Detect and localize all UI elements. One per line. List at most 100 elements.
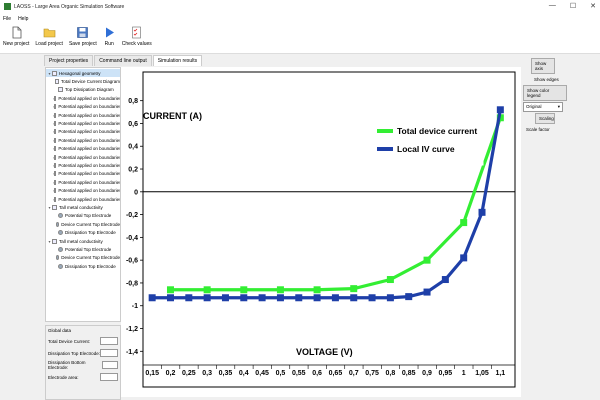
tree-item[interactable]: Potential Top Electrode	[46, 212, 120, 220]
show-axis-button[interactable]: Show axis	[531, 58, 555, 74]
x-tick-label: 0,2	[166, 370, 176, 377]
tab-command-line-output[interactable]: Command line output	[94, 55, 152, 66]
check-values-button[interactable]: Check values	[122, 24, 152, 47]
tree-item[interactable]: Potential Top Electrode	[46, 245, 120, 253]
expand-arrow-icon[interactable]: ▾	[48, 204, 51, 210]
tree-item[interactable]: › Potential applied on boundaries.e	[46, 119, 120, 127]
x-tick-label: 0,65	[329, 370, 343, 377]
total-device-current-field[interactable]	[100, 337, 118, 345]
y-tick-label: 0	[134, 189, 138, 196]
tree-item[interactable]: › Potential applied on boundaries.e	[46, 103, 120, 111]
x-axis-label: VOLTAGE (V)	[296, 347, 353, 357]
tree-item-label: Hexagonal geometry	[59, 70, 101, 76]
close-button[interactable]: ✕	[590, 3, 596, 10]
expand-arrow-icon[interactable]: ›	[53, 121, 54, 126]
data-point	[423, 256, 431, 264]
tree-item[interactable]: › Potential applied on boundaries.e	[46, 161, 120, 169]
data-point	[405, 293, 413, 301]
dissipation-top-field[interactable]	[100, 349, 118, 357]
dissipation-bottom-field[interactable]	[101, 361, 118, 369]
tree-item[interactable]: Top Dissipation Diagram	[46, 86, 120, 94]
data-point	[460, 254, 468, 262]
expand-arrow-icon[interactable]: ›	[53, 129, 54, 134]
tree-item[interactable]: › Potential applied on boundaries.e	[46, 128, 120, 136]
tree-item[interactable]: › Potential applied on boundaries.e	[46, 136, 120, 144]
tree-item[interactable]: › Potential applied on boundaries.e	[46, 94, 120, 102]
expand-arrow-icon[interactable]: ›	[53, 163, 54, 168]
tree-item-label: Potential applied on boundaries.e	[58, 129, 121, 135]
x-tick-label: 1,1	[495, 370, 505, 377]
data-point	[350, 285, 358, 293]
x-tick-label: 1,05	[475, 370, 489, 377]
tree-item-label: Tall metal conductivity	[59, 238, 103, 244]
tree-item-label: Potential applied on boundaries.e	[58, 137, 121, 143]
y-tick-label: -1	[132, 303, 138, 310]
x-tick-label: 0,75	[365, 370, 379, 377]
expand-arrow-icon[interactable]: ›	[53, 138, 54, 143]
menu-file[interactable]: File	[3, 15, 12, 22]
tab-simulation-results[interactable]: Simulation results	[152, 55, 203, 66]
x-tick-label: 0,5	[276, 370, 286, 377]
data-point	[203, 294, 211, 302]
tree-item[interactable]: › Potential applied on boundaries.e	[46, 145, 120, 153]
y-tick-label: 0,8	[128, 98, 138, 105]
expand-arrow-icon[interactable]: ›	[53, 146, 54, 151]
expand-arrow-icon[interactable]: ›	[53, 188, 54, 193]
geometry-icon	[52, 238, 57, 244]
expand-arrow-icon[interactable]: ›	[53, 113, 54, 118]
data-point	[166, 286, 174, 294]
tree-item[interactable]: Total Device Current Diagram	[46, 77, 120, 85]
tree-item-label: Potential applied on boundaries.e	[58, 95, 121, 101]
x-tick-label: 0,6	[312, 370, 322, 377]
new-file-icon	[12, 26, 22, 39]
expand-arrow-icon[interactable]: ›	[53, 104, 54, 109]
tree-item[interactable]: Device Current Top Electrode	[46, 254, 120, 262]
maximize-button[interactable]: ☐	[569, 3, 577, 10]
data-point	[350, 294, 358, 302]
tree-item[interactable]: › Potential applied on boundaries.e	[46, 170, 120, 178]
minimize-button[interactable]: —	[548, 2, 556, 9]
view-options-panel: Show axis Show edges Show color legend O…	[523, 57, 600, 135]
tree-item-label: Device Current Top Electrode	[61, 255, 120, 261]
electrode-area-field[interactable]	[100, 373, 118, 381]
expand-arrow-icon[interactable]: ›	[53, 197, 54, 202]
scaling-button[interactable]: Scaling	[535, 113, 555, 124]
tree-item[interactable]: › Potential applied on boundaries.e	[46, 111, 120, 119]
window-title: LAOSS - Large Area Organic Simulation So…	[14, 3, 125, 10]
run-icon	[105, 27, 114, 38]
tab-project-properties[interactable]: Project properties	[44, 55, 94, 66]
tree-item[interactable]: › Potential applied on boundaries.e	[46, 153, 120, 161]
expand-arrow-icon[interactable]: ›	[53, 155, 54, 160]
show-edges-button[interactable]: Show edges	[534, 77, 559, 82]
app-logo-icon	[4, 3, 11, 10]
tree-item-label: Potential applied on boundaries.e	[58, 154, 121, 160]
y-tick-label: -0,6	[126, 258, 138, 265]
tree-item[interactable]: › Potential applied on boundaries.e	[46, 195, 120, 203]
data-point	[313, 286, 321, 294]
color-mode-select[interactable]: Original ▾	[523, 102, 563, 112]
show-color-legend-button[interactable]: Show color legend	[523, 85, 567, 101]
expand-arrow-icon[interactable]: ▾	[48, 238, 51, 244]
tree-item[interactable]: › Potential applied on boundaries.e	[46, 178, 120, 186]
tree-item[interactable]: ▾ Hexagonal geometry	[46, 69, 120, 78]
data-point	[240, 294, 248, 302]
tree-item[interactable]: ▾ Tall metal conductivity	[46, 237, 120, 245]
tab-bar: Project properties Command line output S…	[44, 55, 203, 66]
run-button[interactable]: Run	[103, 24, 116, 47]
expand-arrow-icon[interactable]: ›	[53, 171, 54, 176]
expand-arrow-icon[interactable]: ▾	[48, 70, 51, 76]
menu-help[interactable]: Help	[18, 15, 29, 22]
tree-item[interactable]: Dissipation Top Electrode	[46, 228, 120, 236]
tree-item[interactable]: Device Current Top Electrode	[46, 220, 120, 228]
expand-arrow-icon[interactable]: ›	[53, 96, 54, 101]
save-project-button[interactable]: Save project	[69, 24, 97, 47]
new-project-button[interactable]: New project	[3, 24, 29, 47]
load-project-button[interactable]: Load project	[35, 24, 63, 47]
result-icon	[58, 213, 63, 219]
tree-item[interactable]: › Potential applied on boundaries.e	[46, 186, 120, 194]
data-point	[240, 286, 248, 294]
tree-item[interactable]: Dissipation Top Electrode	[46, 262, 120, 270]
expand-arrow-icon[interactable]: ›	[53, 180, 54, 185]
tree-item[interactable]: ▾ Tall metal conductivity	[46, 203, 120, 211]
data-point	[313, 294, 321, 302]
